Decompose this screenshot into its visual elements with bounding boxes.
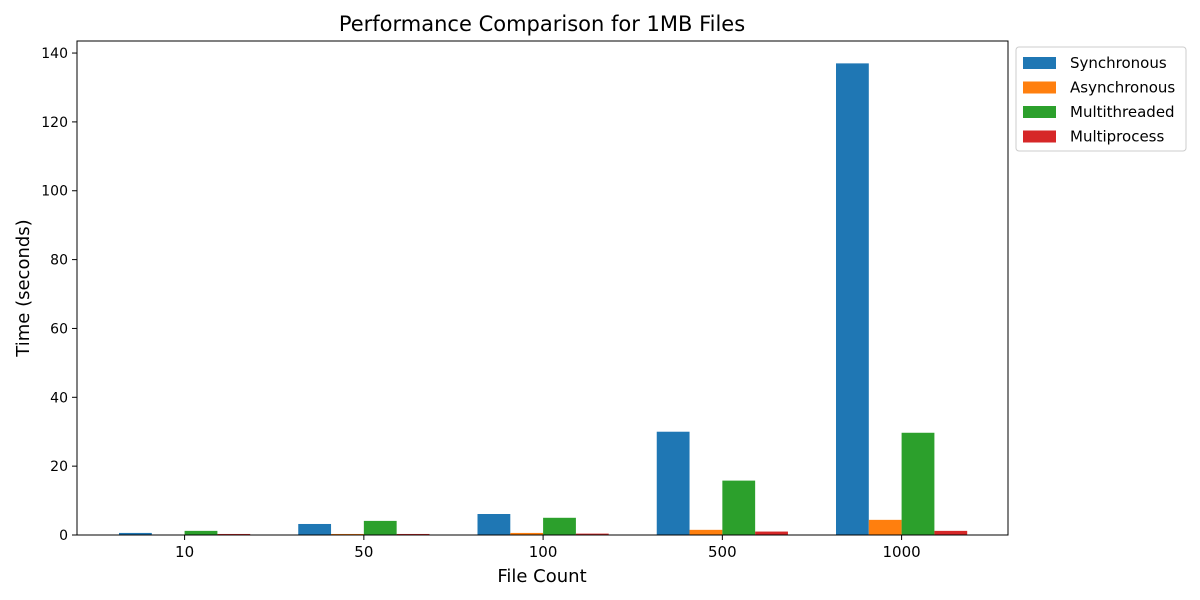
y-tick-label: 20 xyxy=(50,459,68,475)
bar-multithreaded-1000 xyxy=(901,432,935,535)
legend-label-asynchronous: Asynchronous xyxy=(1070,79,1175,97)
bar-multithreaded-50 xyxy=(363,520,397,535)
y-tick-label: 0 xyxy=(59,528,68,544)
bar-multiprocess-500 xyxy=(755,531,788,535)
legend-box xyxy=(1015,46,1187,152)
x-tick-label: 500 xyxy=(708,543,737,561)
bar-asynchronous-1000 xyxy=(868,519,902,535)
bar-synchronous-500 xyxy=(656,431,690,535)
y-tick-label: 60 xyxy=(50,321,68,337)
y-tick-label: 80 xyxy=(50,253,68,269)
legend: Synchronous Asynchronous Multithreaded Mult… xyxy=(1015,46,1187,152)
x-axis-label: File Count xyxy=(497,566,586,587)
bar-multithreaded-10 xyxy=(184,530,218,535)
legend-swatch-synchronous xyxy=(1023,57,1056,69)
legend-label-multiprocess: Multiprocess xyxy=(1070,128,1164,146)
bar-synchronous-1000 xyxy=(836,63,869,535)
x-tick-label: 1000 xyxy=(883,543,921,561)
bar-synchronous-50 xyxy=(298,523,332,535)
legend-swatch-multithreaded xyxy=(1023,106,1056,118)
legend-swatch-asynchronous xyxy=(1023,81,1056,94)
x-axis: 10 50 100 500 1000 xyxy=(175,535,921,561)
x-tick-label: 100 xyxy=(529,543,558,561)
legend-label-multithreaded: Multithreaded xyxy=(1070,103,1175,121)
y-axis: 0 20 40 60 80 100 120 140 xyxy=(41,46,77,544)
bars xyxy=(119,63,968,535)
bar-multithreaded-100 xyxy=(543,517,576,535)
y-tick-label: 120 xyxy=(41,115,68,131)
bar-multiprocess-50 xyxy=(396,533,430,535)
bar-asynchronous-500 xyxy=(689,529,723,535)
legend-swatch-multiprocess xyxy=(1023,130,1056,143)
y-axis-label: Time (seconds) xyxy=(13,219,34,357)
x-tick-label: 10 xyxy=(175,543,194,561)
legend-label-synchronous: Synchronous xyxy=(1070,54,1167,72)
bar-asynchronous-100 xyxy=(510,532,544,535)
bar-synchronous-10 xyxy=(119,532,152,535)
plot-frame xyxy=(76,40,1009,536)
bar-synchronous-100 xyxy=(477,514,511,535)
y-tick-label: 40 xyxy=(50,390,68,406)
chart-title: Performance Comparison for 1MB Files xyxy=(339,12,745,36)
bar-multiprocess-100 xyxy=(575,533,609,535)
y-tick-label: 100 xyxy=(41,184,68,200)
bar-multiprocess-1000 xyxy=(934,530,968,535)
bar-multiprocess-10 xyxy=(217,533,251,535)
bar-asynchronous-50 xyxy=(331,533,364,535)
bar-multithreaded-500 xyxy=(722,480,756,535)
y-tick-label: 140 xyxy=(41,46,68,62)
x-tick-label: 50 xyxy=(354,543,373,561)
